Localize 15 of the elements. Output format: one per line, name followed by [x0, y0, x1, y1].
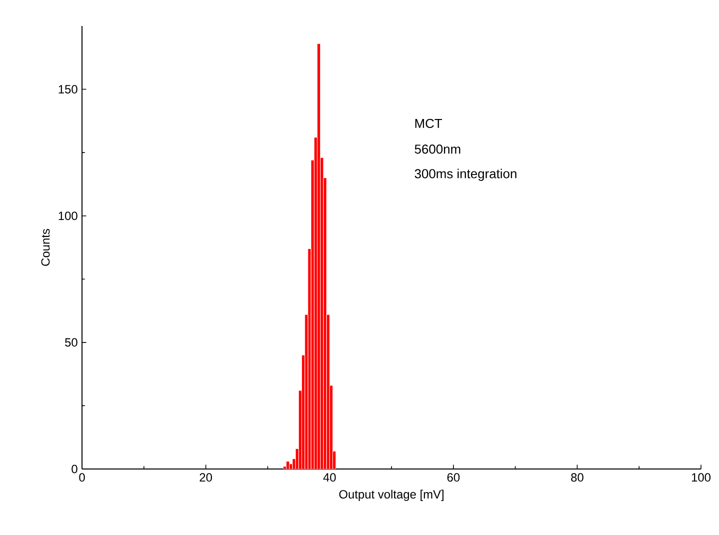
x-tick-label: 40 [323, 473, 336, 482]
x-tick-label: 60 [447, 473, 460, 482]
x-tick-label: 0 [79, 473, 85, 482]
y-tick-label: 50 [65, 338, 78, 347]
x-axis-title: Output voltage [mV] [339, 490, 444, 501]
y-tick-label: 150 [58, 85, 78, 94]
x-tick-label: 20 [200, 473, 212, 482]
x-tick-label: 100 [692, 473, 711, 482]
x-tick-label: 80 [571, 473, 584, 482]
annotation: 5600nm [414, 144, 460, 154]
annotation: 300ms integration [414, 168, 516, 181]
annotation: MCT [415, 118, 442, 128]
y-tick-label: 100 [58, 212, 78, 220]
y-axis-title: Counts [41, 228, 50, 266]
y-tick-label: 0 [72, 464, 78, 474]
